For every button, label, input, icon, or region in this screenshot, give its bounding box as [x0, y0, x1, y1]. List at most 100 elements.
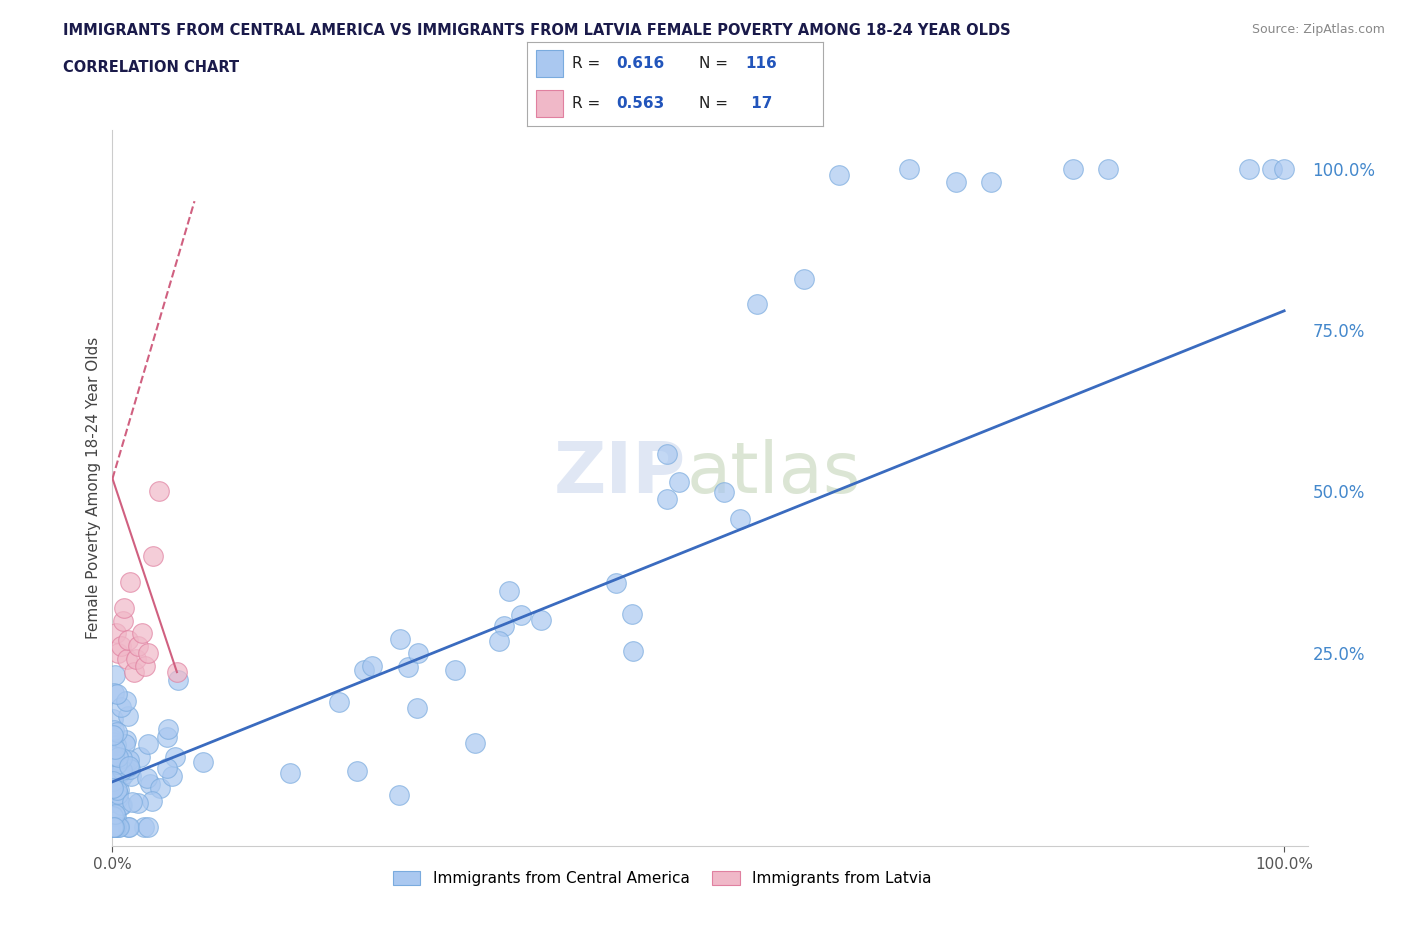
Point — [278, 765, 301, 780]
Point — [1261, 162, 1284, 177]
Point — [396, 659, 419, 674]
Point — [105, 783, 128, 798]
Point — [112, 613, 135, 628]
Point — [107, 782, 129, 797]
Point — [114, 694, 136, 709]
Point — [103, 819, 125, 834]
Point — [107, 787, 129, 802]
Point — [136, 645, 159, 660]
Point — [361, 658, 384, 673]
Point — [134, 658, 156, 673]
Point — [166, 665, 188, 680]
Point — [605, 576, 627, 591]
Point — [101, 774, 124, 789]
Point — [105, 750, 128, 764]
Point — [160, 769, 183, 784]
Point — [110, 699, 132, 714]
Point — [464, 736, 486, 751]
Text: N =: N = — [699, 97, 733, 112]
Point — [107, 819, 129, 834]
Point — [117, 632, 139, 647]
Point — [103, 723, 125, 737]
Point — [139, 777, 162, 791]
Point — [388, 632, 411, 647]
Point — [101, 819, 124, 834]
Point — [156, 721, 179, 736]
Point — [101, 735, 124, 750]
Point — [114, 761, 136, 776]
Point — [103, 777, 125, 791]
Text: 0.563: 0.563 — [616, 97, 664, 112]
Text: 0.616: 0.616 — [616, 56, 664, 71]
Point — [101, 731, 124, 746]
Point — [655, 491, 678, 506]
Point — [138, 819, 160, 834]
Point — [125, 652, 148, 667]
Point — [104, 668, 127, 683]
Point — [898, 162, 921, 177]
Point — [945, 174, 967, 189]
Point — [388, 788, 411, 803]
Point — [111, 751, 134, 765]
Text: atlas: atlas — [686, 440, 860, 509]
Point — [101, 808, 124, 823]
Point — [129, 750, 152, 764]
Point — [103, 756, 125, 771]
Point — [103, 819, 125, 834]
Point — [713, 485, 735, 499]
Point — [101, 819, 124, 834]
Point — [112, 766, 135, 781]
Point — [101, 819, 124, 834]
Point — [828, 168, 851, 183]
Point — [1097, 162, 1119, 177]
Point — [101, 819, 124, 834]
Point — [103, 685, 125, 700]
Point — [104, 819, 127, 834]
Point — [980, 174, 1002, 189]
Point — [120, 769, 142, 784]
Point — [745, 297, 768, 312]
Point — [110, 639, 132, 654]
Point — [107, 645, 129, 660]
Point — [107, 750, 129, 764]
Point — [406, 700, 429, 715]
Point — [131, 626, 153, 641]
Point — [104, 806, 127, 821]
Point — [406, 645, 429, 660]
Point — [621, 644, 644, 658]
Point — [120, 762, 142, 777]
Point — [166, 672, 188, 687]
Point — [793, 272, 815, 286]
Text: 17: 17 — [745, 97, 772, 112]
Point — [191, 755, 214, 770]
Point — [105, 724, 128, 739]
Point — [101, 781, 124, 796]
Point — [730, 512, 752, 526]
Point — [156, 730, 179, 745]
Point — [110, 797, 132, 812]
Point — [127, 639, 149, 654]
Point — [115, 733, 138, 748]
Point — [114, 737, 136, 751]
Point — [105, 757, 128, 772]
Point — [1237, 162, 1260, 177]
Point — [101, 711, 124, 726]
Point — [118, 819, 141, 834]
Point — [1062, 162, 1084, 177]
Point — [101, 794, 124, 809]
Point — [105, 737, 128, 752]
Point — [104, 819, 127, 834]
Text: IMMIGRANTS FROM CENTRAL AMERICA VS IMMIGRANTS FROM LATVIA FEMALE POVERTY AMONG 1: IMMIGRANTS FROM CENTRAL AMERICA VS IMMIG… — [63, 23, 1011, 38]
Point — [149, 781, 172, 796]
Point — [111, 797, 134, 812]
Point — [530, 612, 553, 627]
Text: CORRELATION CHART: CORRELATION CHART — [63, 60, 239, 75]
Text: ZIP: ZIP — [554, 440, 686, 509]
FancyBboxPatch shape — [536, 50, 562, 77]
Point — [488, 634, 510, 649]
Text: N =: N = — [699, 56, 733, 71]
Point — [621, 606, 644, 621]
Point — [498, 583, 520, 598]
Point — [104, 741, 127, 756]
Point — [134, 819, 156, 834]
